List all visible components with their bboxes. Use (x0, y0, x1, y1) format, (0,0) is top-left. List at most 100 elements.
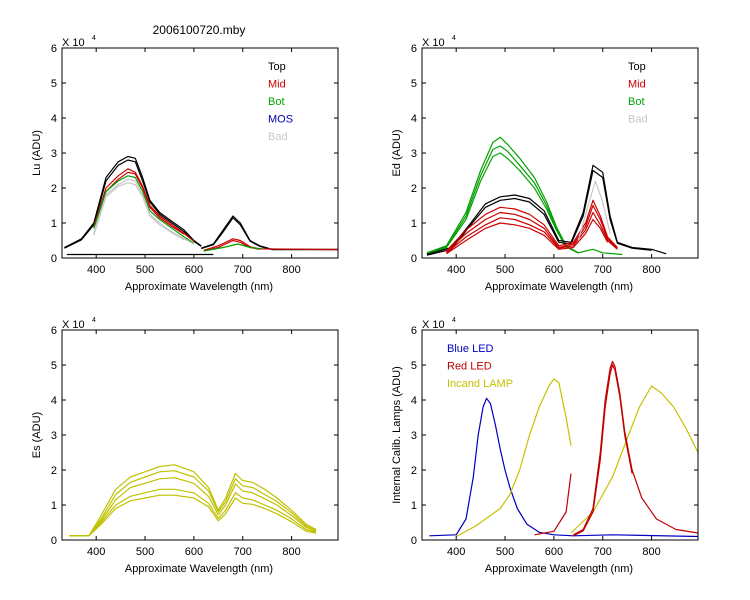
y-tick-label: 2 (411, 465, 417, 477)
series-line-bot-a (93, 175, 195, 244)
series-line-bot-c (426, 152, 567, 255)
x-tick-label: 600 (185, 546, 203, 558)
series-line-mid-c (446, 211, 618, 254)
legend-entry-red-led: Red LED (447, 361, 492, 373)
x-tick-label: 400 (447, 264, 465, 276)
series-line-mid-a (93, 168, 195, 242)
series-line-mid-d (446, 218, 609, 255)
series-line-bot-a (203, 243, 263, 252)
y-axis-label: Ed (ADU) (391, 129, 403, 176)
y-exponent-label: X 10 (422, 319, 445, 331)
series-line-top-b (64, 159, 202, 249)
chart-es: X 10 4 Es (ADU) Approximate Wavelength (… (31, 317, 339, 575)
series-line-mid-b (445, 204, 618, 253)
legend-entry-mid: Mid (628, 79, 646, 91)
y-tick-label: 2 (51, 465, 57, 477)
series-group (426, 136, 667, 256)
y-tick-label: 3 (411, 148, 417, 160)
legend-entry-blue-led: Blue LED (447, 343, 494, 355)
x-tick-label: 400 (87, 264, 105, 276)
x-tick-label: 500 (136, 264, 154, 276)
y-exponent-label: X 10 (62, 37, 85, 49)
legend-entry-bot: Bot (268, 96, 285, 108)
series-line-bad-a (577, 180, 611, 241)
chart-title: 2006100720.mby (153, 23, 246, 37)
legend-entry-top: Top (628, 61, 646, 73)
series-line-top-b (426, 169, 652, 256)
legend-entry-mid: Mid (268, 79, 286, 91)
series-line-incand-lamp-a (455, 378, 572, 538)
x-tick-label: 500 (136, 546, 154, 558)
x-axis-label: Approximate Wavelength (nm) (125, 281, 273, 293)
x-tick-label: 700 (594, 264, 612, 276)
x-tick-label: 800 (282, 264, 300, 276)
y-tick-label: 6 (51, 43, 57, 55)
x-tick-label: 800 (642, 546, 660, 558)
y-tick-label: 1 (411, 500, 417, 512)
legend-entry-bad: Bad (628, 114, 648, 126)
y-tick-label: 4 (51, 395, 57, 407)
y-tick-label: 1 (51, 500, 57, 512)
legend-entry-bad: Bad (268, 131, 288, 143)
series-line-red-led-b (573, 364, 633, 537)
series-line-es-b (69, 470, 317, 537)
y-axis-label: Es (ADU) (31, 412, 43, 458)
x-axis-label: Approximate Wavelength (nm) (485, 281, 633, 293)
y-tick-label: 0 (51, 253, 57, 265)
x-axis-label: Approximate Wavelength (nm) (485, 563, 633, 575)
chart-ed: X 10 4 Ed (ADU) Approximate Wavelength (… (391, 35, 699, 293)
series-line-mid-a (445, 199, 618, 252)
y-exponent-power: 4 (452, 317, 456, 324)
x-tick-label: 500 (496, 546, 514, 558)
series-line-bad-b (93, 182, 185, 241)
y-exponent-power: 4 (92, 35, 96, 42)
series-line-es-c (69, 477, 317, 537)
x-tick-label: 400 (447, 546, 465, 558)
series-line-bot-a (426, 136, 623, 256)
series-line-bot-b (426, 145, 579, 254)
series-line-es-a (69, 464, 317, 537)
x-tick-label: 400 (87, 546, 105, 558)
series-line-es-e (69, 494, 317, 537)
y-tick-label: 1 (411, 218, 417, 230)
y-exponent-power: 4 (452, 35, 456, 42)
y-tick-label: 1 (51, 218, 57, 230)
series-line-top-a (426, 164, 667, 256)
series-group (64, 155, 338, 256)
y-tick-label: 4 (51, 113, 57, 125)
y-tick-label: 2 (411, 183, 417, 195)
x-tick-label: 700 (234, 546, 252, 558)
x-tick-label: 600 (185, 264, 203, 276)
y-exponent-label: X 10 (62, 319, 85, 331)
y-axis-label: Internal Calib. Lamps (ADU) (391, 366, 403, 504)
series-group (69, 464, 317, 537)
y-tick-label: 4 (411, 113, 417, 125)
x-tick-label: 800 (642, 264, 660, 276)
y-tick-label: 0 (51, 535, 57, 547)
legend-entry-bot: Bot (628, 96, 645, 108)
y-axis-label: Lu (ADU) (31, 130, 43, 176)
x-tick-label: 600 (545, 264, 563, 276)
legend-entry-top: Top (268, 61, 286, 73)
y-tick-label: 3 (51, 148, 57, 160)
series-line-incand-lamp-a (570, 385, 698, 534)
y-tick-label: 3 (51, 430, 57, 442)
x-tick-label: 700 (234, 264, 252, 276)
x-axis-label: Approximate Wavelength (nm) (125, 563, 273, 575)
series-line-mid-b (93, 171, 185, 235)
y-exponent-power: 4 (92, 317, 96, 324)
y-tick-label: 4 (411, 395, 417, 407)
series-line-es-d (69, 488, 317, 537)
y-tick-label: 5 (51, 360, 57, 372)
x-tick-label: 700 (594, 546, 612, 558)
chart-lamps: X 10 4 Internal Calib. Lamps (ADU) Appro… (391, 317, 699, 575)
y-tick-label: 2 (51, 183, 57, 195)
series-line-red-led-a (573, 360, 698, 536)
y-tick-label: 5 (411, 360, 417, 372)
y-tick-label: 5 (51, 78, 57, 90)
series-line-red-led-a (534, 473, 572, 536)
series-group (429, 360, 698, 538)
y-exponent-label: X 10 (422, 37, 445, 49)
chart-lu: 2006100720.mby X 10 4 Lu (ADU) Approxima… (31, 23, 339, 293)
